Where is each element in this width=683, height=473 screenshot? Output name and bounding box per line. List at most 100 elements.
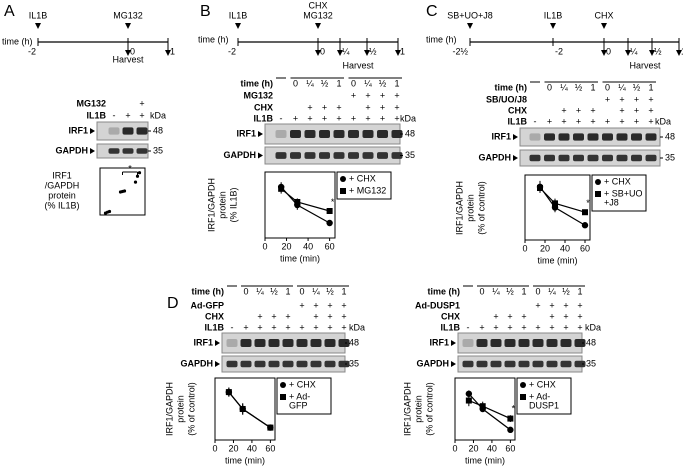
y-axis-label: (% of control)	[424, 382, 434, 436]
plot-frame	[214, 377, 276, 441]
row-sign: +	[563, 300, 568, 310]
row-sign: 0	[479, 286, 484, 296]
blot-band	[587, 154, 599, 162]
legend-box	[591, 174, 647, 212]
row-sign: +	[577, 322, 582, 332]
row-sign: +	[648, 105, 653, 115]
series-line	[228, 391, 271, 429]
row-sign: +	[327, 300, 332, 310]
legend-label: + CHX	[349, 173, 376, 183]
blot-band	[304, 130, 316, 138]
row-sign: 0	[535, 286, 540, 296]
blot-band	[338, 339, 350, 347]
row-sign: +	[648, 94, 653, 104]
annotation: *	[586, 198, 590, 208]
blot-band	[108, 148, 120, 154]
point	[507, 415, 514, 422]
blot-band	[122, 148, 134, 154]
event-label: IL1B	[229, 10, 248, 20]
x-tick-label: 0	[522, 243, 527, 253]
blot-band	[122, 127, 134, 135]
row-label: CHX	[508, 105, 527, 115]
blot-band	[226, 339, 238, 347]
point	[137, 171, 142, 175]
row-sign: +	[535, 322, 540, 332]
row-sign: -	[231, 322, 234, 332]
blot-band	[574, 360, 586, 368]
blot-band	[391, 130, 403, 138]
row-sign: +	[577, 311, 582, 321]
band-label: GAPDH	[55, 145, 88, 155]
row-sign: +	[619, 105, 624, 115]
point	[135, 174, 140, 178]
x-axis-label: time (min)	[465, 455, 505, 465]
row-sign: +	[341, 311, 346, 321]
row-label: MG132	[243, 90, 273, 100]
band-label: IRF1	[429, 337, 449, 347]
row-sign: +	[322, 113, 327, 123]
point	[479, 403, 486, 410]
x-tick-label: 20	[228, 443, 238, 453]
point	[107, 209, 112, 214]
marker-label: 35	[665, 152, 675, 162]
y-axis-label: IRF1/GAPDH	[402, 382, 412, 436]
event-label: IL1B	[544, 10, 563, 20]
point	[267, 424, 274, 431]
arrow-head	[125, 23, 131, 29]
legend-label: + Ad-	[529, 391, 550, 401]
blot-band	[573, 133, 584, 141]
row-sign: +	[549, 300, 554, 310]
y-axis-label: (% IL1B)	[44, 200, 79, 210]
row-sign: ¼	[560, 82, 568, 92]
blot-band	[504, 360, 516, 368]
kda-label: kDa	[585, 322, 601, 332]
blot-band	[254, 339, 266, 347]
blot-band	[518, 339, 530, 347]
point	[294, 199, 301, 205]
row-sign: +	[577, 300, 582, 310]
band-pointer	[513, 134, 518, 140]
point	[552, 200, 558, 207]
point	[537, 185, 543, 191]
band-pointer	[215, 361, 220, 367]
row-sign: +	[139, 110, 144, 120]
row-sign: +	[351, 113, 356, 123]
row-sign: +	[521, 311, 526, 321]
blot-band	[518, 360, 530, 368]
x-tick-label: 40	[247, 443, 257, 453]
band-pointer	[258, 131, 263, 137]
legend-box	[336, 171, 392, 200]
blot-band	[616, 133, 628, 141]
row-sign: +	[634, 105, 639, 115]
row-sign: -	[534, 116, 537, 126]
arrow-head	[676, 50, 682, 56]
row-sign: 0	[299, 286, 304, 296]
row-sign: ¼	[618, 82, 626, 92]
row-sign: 1	[394, 78, 399, 88]
blot-band	[490, 360, 502, 368]
tick-label: ½	[369, 46, 377, 56]
legend-label: + MG132	[349, 185, 386, 195]
blot-band	[290, 152, 301, 159]
x-tick-label: 60	[505, 443, 515, 453]
row-sign: ½	[321, 78, 329, 88]
tick-label: 0	[130, 46, 135, 56]
row-sign: +	[394, 102, 399, 112]
marker-label: 48	[665, 131, 675, 141]
blot-band	[290, 130, 301, 138]
row-sign: +	[351, 90, 356, 100]
row-sign: +	[322, 102, 327, 112]
row-label: time (h)	[241, 78, 274, 88]
row-sign: ¼	[312, 286, 320, 296]
row-sign: +	[563, 311, 568, 321]
row-sign: +	[605, 94, 610, 104]
band-label: IRF1	[68, 125, 88, 135]
arrow-head	[364, 50, 370, 56]
x-tick-label: 0	[452, 443, 457, 453]
row-sign: +	[507, 322, 512, 332]
row-sign: ½	[379, 78, 387, 88]
blot-band	[333, 130, 345, 138]
row-sign: +	[648, 116, 653, 126]
row-sign: +	[521, 322, 526, 332]
